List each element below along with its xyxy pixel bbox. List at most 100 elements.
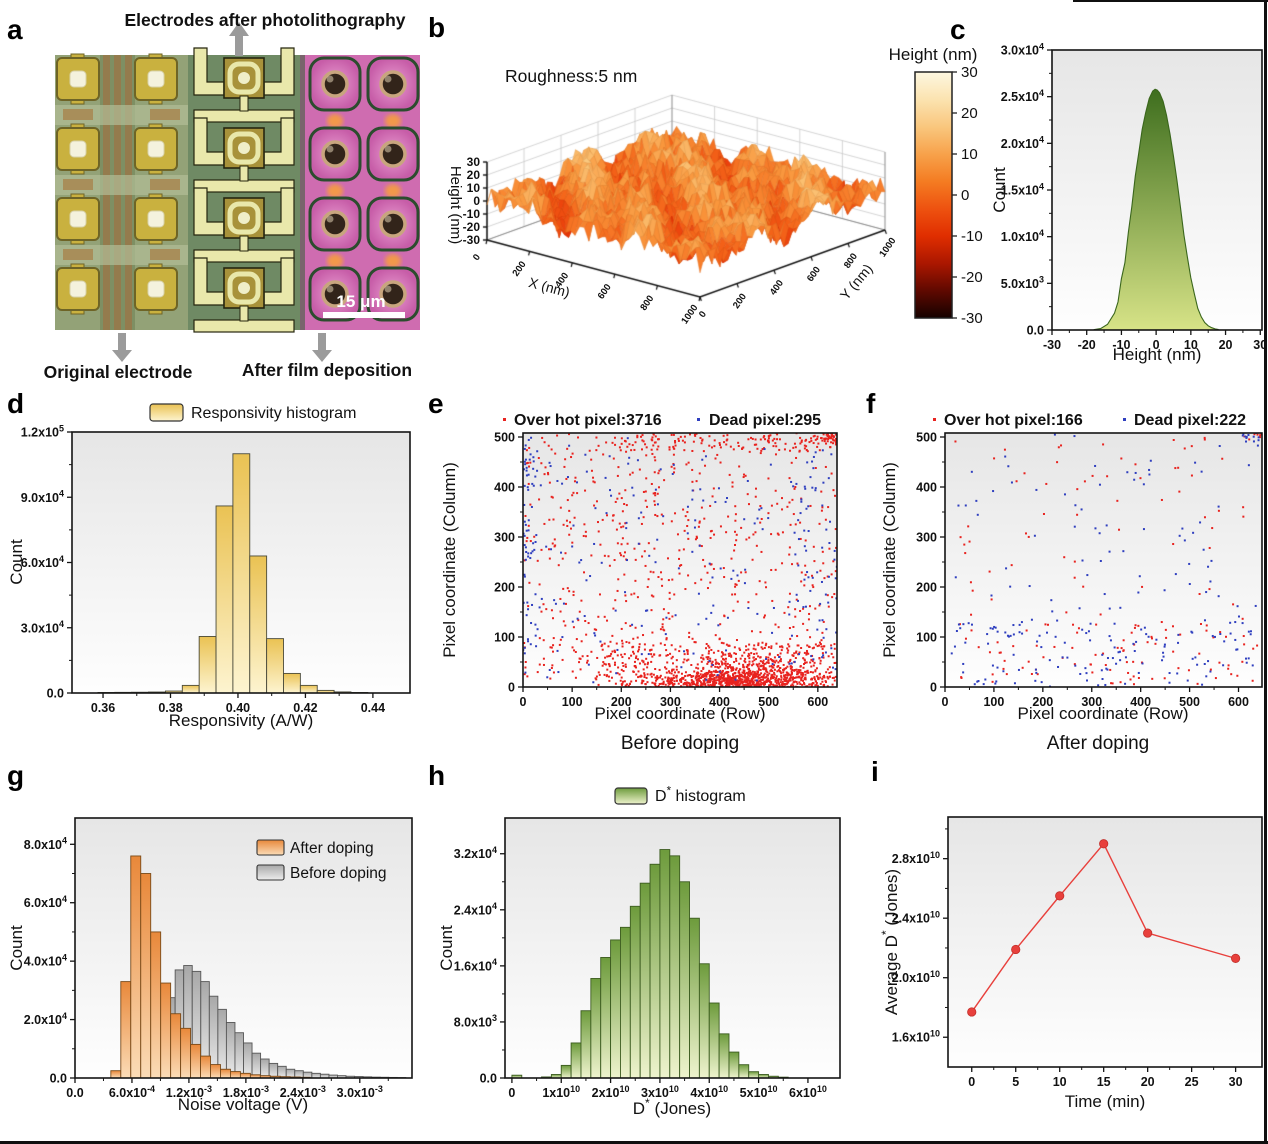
y-tick-label: 1.6x1010 <box>892 1028 940 1044</box>
x-tick-label: 10 <box>1053 1075 1067 1089</box>
roughness-annotation: Roughness:5 nm <box>505 66 637 86</box>
annotation-top: Electrodes after photolithography <box>125 10 406 30</box>
x-tick-label: 0 <box>942 695 949 709</box>
x-tick-label: 100 <box>983 695 1004 709</box>
x-tick-label: 30 <box>1229 1075 1243 1089</box>
y-tick-label: 3.2x104 <box>454 845 497 861</box>
legend-label: Before doping <box>290 865 387 882</box>
y-tick-label: 3.0x104 <box>21 619 64 635</box>
x-tick-label: 0.40 <box>226 701 250 715</box>
x-tick-label: 4x1010 <box>690 1084 728 1100</box>
z-tick-label: 20 <box>467 168 481 182</box>
x-tick-label: 6.0x10-4 <box>109 1084 155 1100</box>
x-tick-label: 0 <box>508 1086 515 1100</box>
legend-marker <box>933 418 936 421</box>
legend-label: Dead pixel:222 <box>1134 412 1246 429</box>
panel-i-letter: i <box>871 756 879 787</box>
x-tick-label: 500 <box>758 695 779 709</box>
colorbar-title: Height (nm) <box>889 45 978 64</box>
x-tick-label: 20 <box>1219 338 1233 352</box>
data-point <box>1011 944 1021 955</box>
panel-d-chart: 0.36 0.38 0.40 0.42 0.44 0.0 3.0x104 6.0x104 9.0… <box>7 403 411 730</box>
y-tick-label: 200 <box>494 581 515 595</box>
x-tick-label: 1.8x10-3 <box>223 1084 269 1100</box>
annotation-bottom-left: Original electrode <box>44 362 193 382</box>
x-axis-label: Height (nm) <box>1113 345 1202 364</box>
x-tick-label: 5 <box>1012 1075 1019 1089</box>
colorbar-tick-label: 20 <box>961 105 978 122</box>
y-axis-label: Pixel coordinate (Column) <box>440 462 459 658</box>
x-tick-label: 2.4x10-3 <box>280 1084 326 1100</box>
x-tick-label: 0 <box>968 1075 975 1089</box>
panel-b-letter: b <box>428 12 446 43</box>
z-tick-label: -20 <box>463 220 481 234</box>
x-tick-label: 2x1010 <box>592 1084 630 1100</box>
y-tick-label: 0 <box>930 681 937 695</box>
x-axis-label: Noise voltage (V) <box>178 1095 308 1114</box>
y-tick-label: 0.0 <box>50 1072 67 1086</box>
y-tick-label: 300 <box>916 531 937 545</box>
legend-label: Over hot pixel:3716 <box>514 412 662 429</box>
y-tick-label: 2.8x1010 <box>892 850 940 866</box>
afm-3d-surface <box>435 85 915 355</box>
data-point <box>1055 891 1065 901</box>
x-tick-label: 30 <box>1253 338 1267 352</box>
panel-a-letter: a <box>7 14 23 45</box>
x-axis-label: Pixel coordinate (Row) <box>1017 704 1188 723</box>
y-axis-label: Pixel coordinate (Column) <box>880 462 899 658</box>
annotation-bottom-right: After film deposition <box>242 360 412 380</box>
caption: After doping <box>1047 733 1149 754</box>
panel-f-letter: f <box>866 388 876 419</box>
x-tick-label: 10 <box>1184 338 1198 352</box>
y-tick-label: 5.0x103 <box>1001 275 1044 291</box>
y3d-tick-label: 200 <box>731 292 749 311</box>
panel-h-chart: 0 1x1010 2x1010 3x1010 4x1010 5x1010 6x1010 0.0… <box>437 785 841 1118</box>
y-tick-label: 1.2x105 <box>21 423 64 439</box>
x-tick-label: 500 <box>1179 695 1200 709</box>
data-point <box>1231 953 1241 963</box>
panel-h-letter: h <box>428 760 446 791</box>
y-tick-label: 100 <box>494 631 515 645</box>
scalebar-text: 15 μm <box>336 292 385 311</box>
colorbar-tick-label: -10 <box>961 228 983 245</box>
y-tick-label: 2.5x104 <box>1001 88 1044 104</box>
panel-e-chart: 0 100 200 300 400 500 6000100200300400500Pixel… <box>440 412 838 754</box>
x-tick-label: 400 <box>1130 695 1151 709</box>
legend-label: After doping <box>290 840 374 857</box>
z-tick-label: -30 <box>463 233 481 247</box>
y-tick-label: 500 <box>916 431 937 445</box>
z-tick-label: 0 <box>473 194 480 208</box>
y-tick-label: 2.4x1010 <box>892 909 940 925</box>
y3d-axis-label: Y (nm) <box>837 261 876 303</box>
data-point <box>967 1007 977 1017</box>
panel-c-letter: c <box>950 14 966 45</box>
y3d-tick-label: 0 <box>697 309 709 320</box>
panel-g-chart: 0.0 6.0x10-4 1.2x10-3 1.8x10-3 2.4x10-3 3.0x1… <box>7 817 413 1114</box>
x-tick-label: 1x1010 <box>542 1084 580 1100</box>
scalebar <box>323 312 405 318</box>
y-tick-label: 400 <box>494 481 515 495</box>
legend-label: Dead pixel:295 <box>709 412 821 429</box>
legend-swatch <box>614 787 648 805</box>
y-tick-label: 8.0x104 <box>24 836 67 852</box>
y-tick-label: 1.0x104 <box>1001 228 1044 244</box>
y-axis-label: Count <box>990 167 1009 213</box>
x-tick-label: 5x1010 <box>740 1084 778 1100</box>
y-axis-label: Count <box>437 925 456 971</box>
x-axis-label: Pixel coordinate (Row) <box>594 704 765 723</box>
y-tick-label: 6.0x104 <box>24 894 67 910</box>
legend-label: Responsivity histogram <box>191 405 356 422</box>
y-tick-label: 400 <box>916 481 937 495</box>
y-tick-label: 1.6x104 <box>454 957 497 973</box>
y-tick-label: 200 <box>916 581 937 595</box>
x3d-tick-label: 0 <box>471 252 483 263</box>
data-point <box>1099 839 1109 849</box>
x-tick-label: 400 <box>709 695 730 709</box>
y-tick-label: 0.0 <box>480 1072 497 1086</box>
x3d-tick-label: 200 <box>510 259 528 278</box>
x-tick-label: 1.2x10-3 <box>166 1084 212 1100</box>
x3d-tick-label: 800 <box>638 294 656 313</box>
x-tick-label: 200 <box>611 695 632 709</box>
arrow-down-icon <box>112 333 132 362</box>
